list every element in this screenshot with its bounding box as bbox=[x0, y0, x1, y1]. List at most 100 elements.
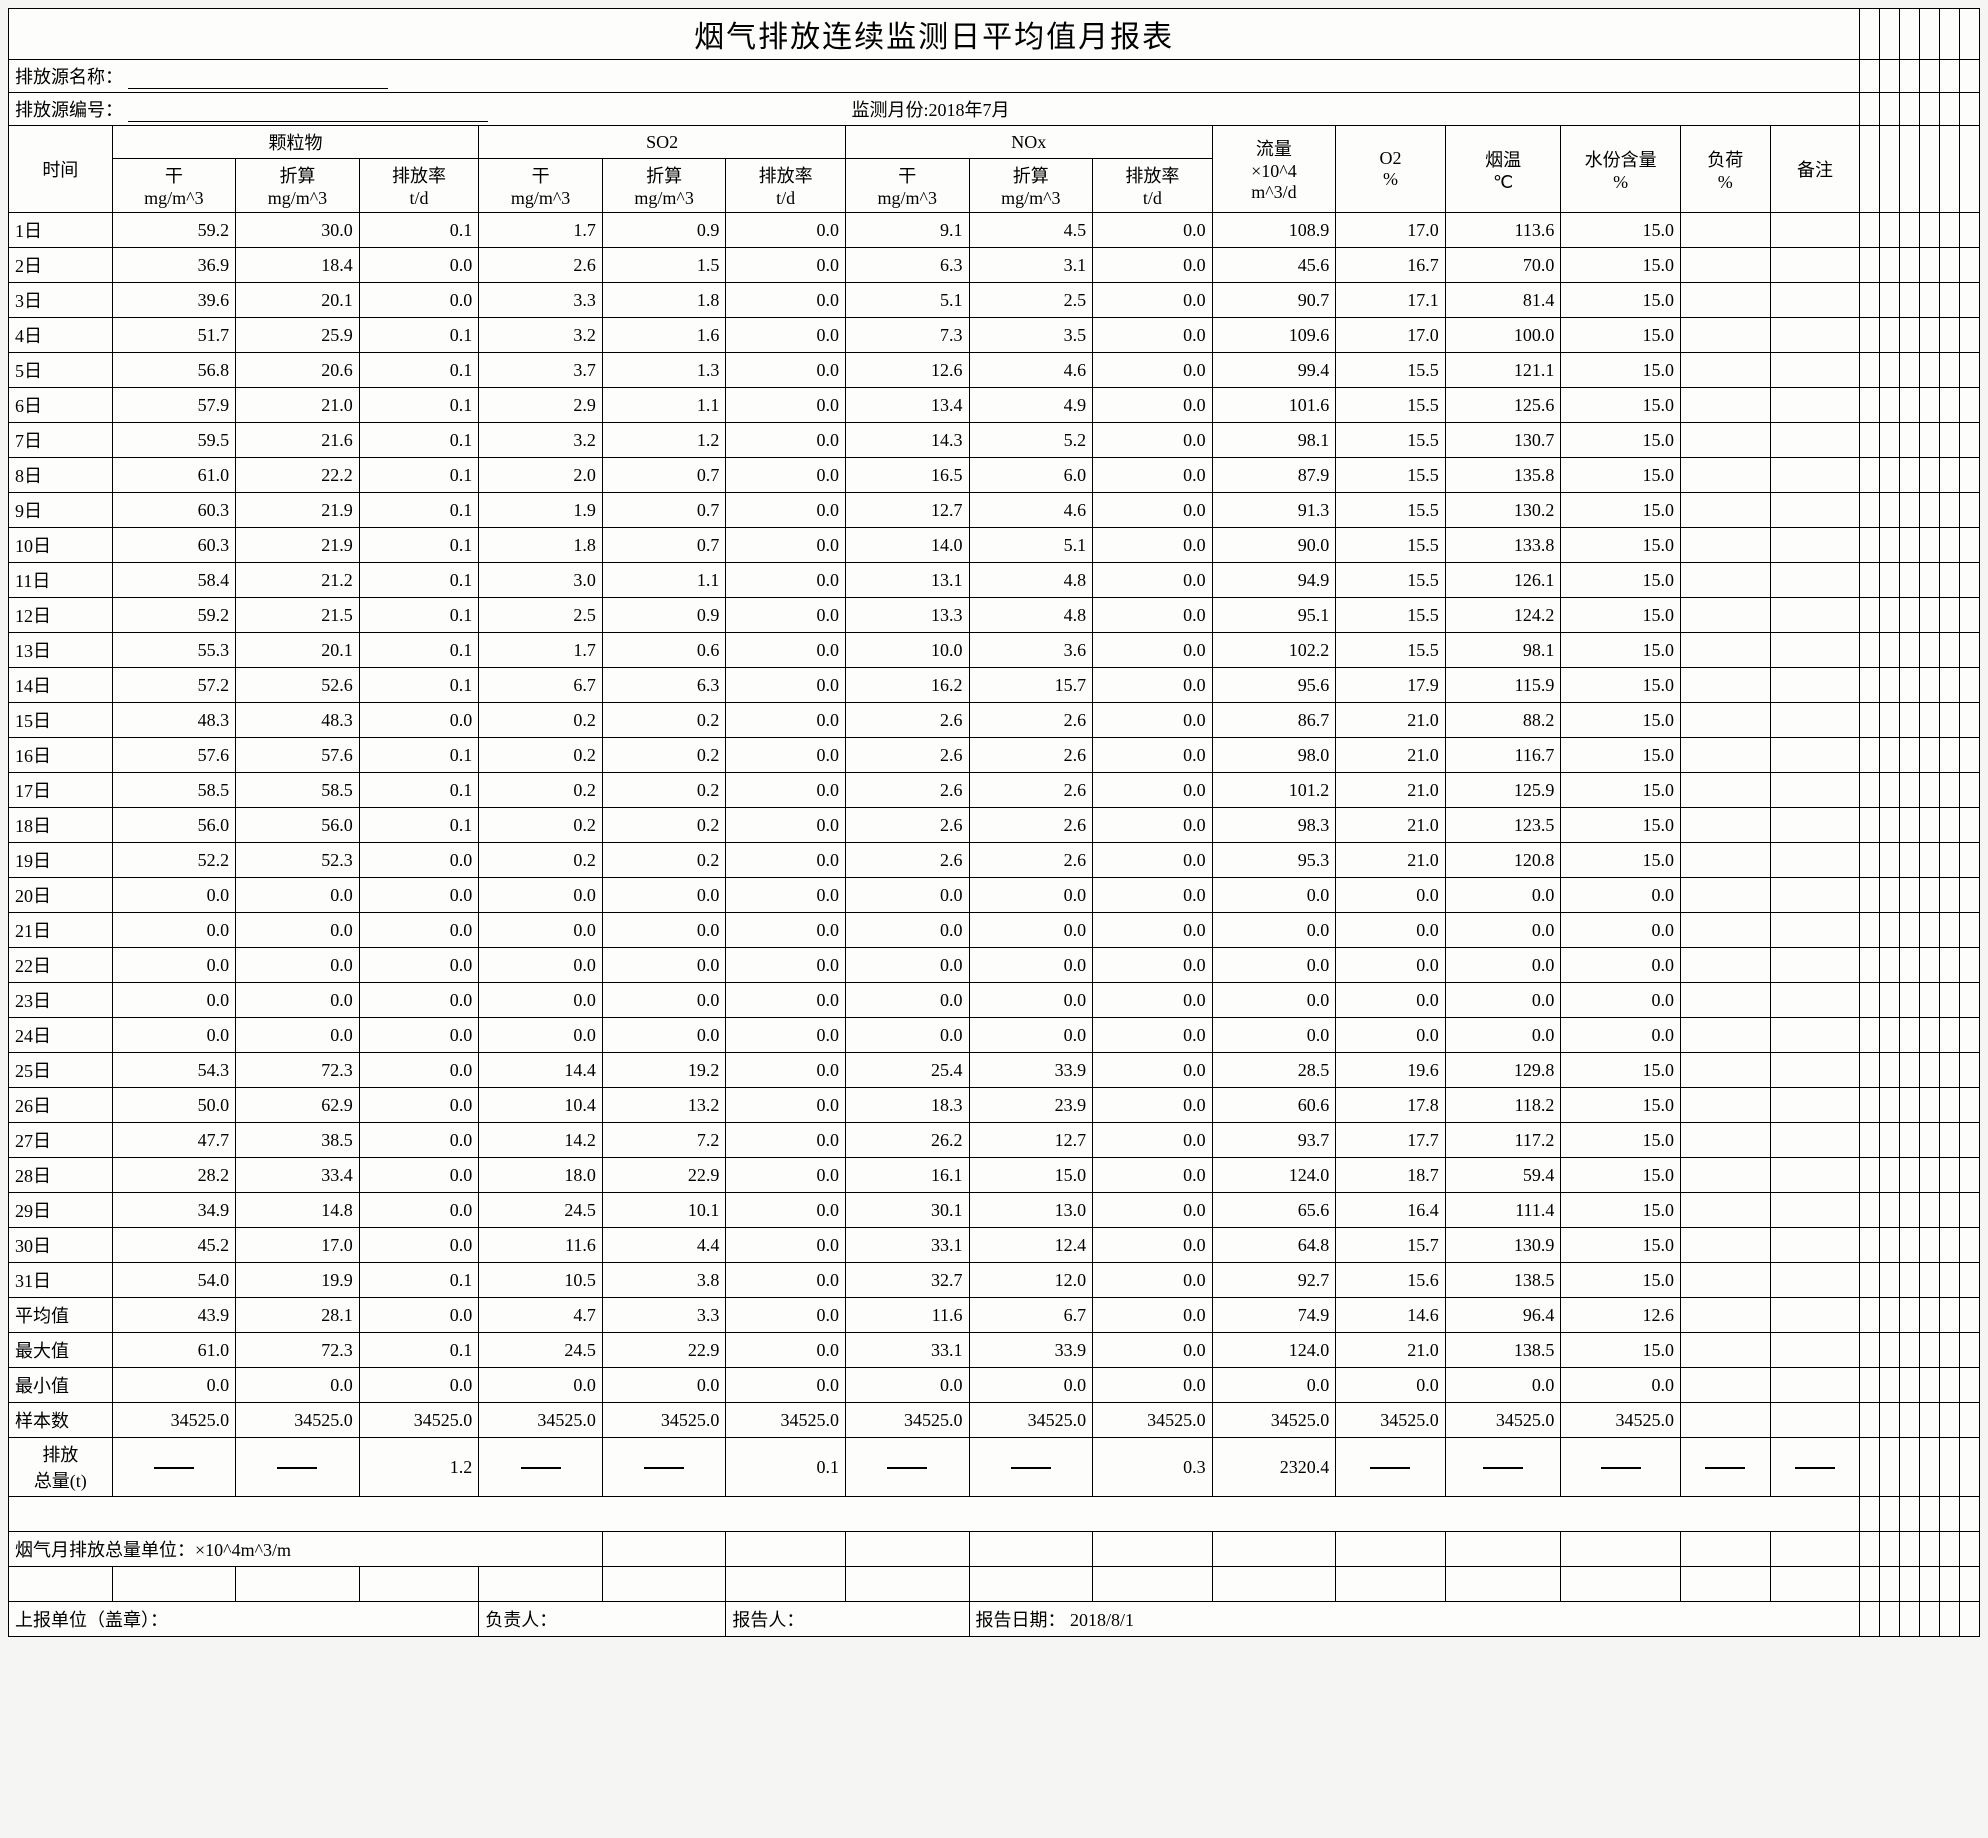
cell-value: 93.7 bbox=[1212, 1123, 1336, 1158]
dash-cell bbox=[112, 1438, 236, 1497]
cell-value: 47.7 bbox=[112, 1123, 236, 1158]
cell-value: 7.2 bbox=[602, 1123, 726, 1158]
row-label: 25日 bbox=[9, 1053, 113, 1088]
cell-value: 57.2 bbox=[112, 668, 236, 703]
cell-value: 120.8 bbox=[1445, 843, 1561, 878]
cell-value: 0.0 bbox=[1093, 948, 1213, 983]
cell-value bbox=[1680, 1018, 1770, 1053]
blank-row-2 bbox=[9, 1567, 1980, 1602]
max-row: 最大值 61.072.30.1 24.522.90.0 33.133.90.0 … bbox=[9, 1333, 1980, 1368]
cell-value bbox=[1770, 1193, 1860, 1228]
cell-value: 0.0 bbox=[1093, 213, 1213, 248]
cell-value: 2.6 bbox=[969, 703, 1093, 738]
cell-value: 0.0 bbox=[359, 1018, 479, 1053]
cell-value: 14.8 bbox=[236, 1193, 360, 1228]
dash-cell bbox=[236, 1438, 360, 1497]
cell-value: 20.1 bbox=[236, 283, 360, 318]
cell-value: 0.0 bbox=[479, 878, 603, 913]
row-label: 10日 bbox=[9, 528, 113, 563]
cell-value: 0.0 bbox=[236, 1018, 360, 1053]
cell-value: 52.2 bbox=[112, 843, 236, 878]
cell-value: 0.2 bbox=[479, 738, 603, 773]
source-no-field[interactable] bbox=[128, 101, 488, 122]
cell-value: 23.9 bbox=[969, 1088, 1093, 1123]
cell-value: 19.6 bbox=[1336, 1053, 1446, 1088]
table-row: 15日48.348.30.00.20.20.02.62.60.086.721.0… bbox=[9, 703, 1980, 738]
cell-value: 21.0 bbox=[1336, 773, 1446, 808]
table-row: 31日54.019.90.110.53.80.032.712.00.092.71… bbox=[9, 1263, 1980, 1298]
col-flow: 流量 ×10^4 m^3/d bbox=[1212, 126, 1336, 213]
cell-value: 0.0 bbox=[726, 493, 846, 528]
source-no-row: 排放源编号： 监测月份:2018年7月 bbox=[9, 93, 1980, 126]
cell-value: 0.0 bbox=[1093, 983, 1213, 1018]
row-label: 23日 bbox=[9, 983, 113, 1018]
cell-value: 12.0 bbox=[969, 1263, 1093, 1298]
cell-value: 15.0 bbox=[1561, 458, 1681, 493]
cell-value: 0.1 bbox=[359, 388, 479, 423]
cell-value bbox=[1680, 843, 1770, 878]
cell-value bbox=[1770, 983, 1860, 1018]
cell-value: 45.2 bbox=[112, 1228, 236, 1263]
cell-value: 0.0 bbox=[726, 1158, 846, 1193]
row-label: 4日 bbox=[9, 318, 113, 353]
cell-value bbox=[1680, 808, 1770, 843]
row-label: 3日 bbox=[9, 283, 113, 318]
cell-value: 33.9 bbox=[969, 1053, 1093, 1088]
cell-value: 17.8 bbox=[1336, 1088, 1446, 1123]
cell-value: 0.0 bbox=[726, 1193, 846, 1228]
cell-value: 0.0 bbox=[969, 1018, 1093, 1053]
cell-value: 115.9 bbox=[1445, 668, 1561, 703]
col-so2: SO2 bbox=[479, 126, 846, 159]
row-label: 18日 bbox=[9, 808, 113, 843]
cell-value: 0.0 bbox=[602, 983, 726, 1018]
cell-value: 0.1 bbox=[359, 318, 479, 353]
cell-value: 13.0 bbox=[969, 1193, 1093, 1228]
table-row: 3日39.620.10.03.31.80.05.12.50.090.717.18… bbox=[9, 283, 1980, 318]
cell-value: 54.0 bbox=[112, 1263, 236, 1298]
cell-value: 0.0 bbox=[726, 1263, 846, 1298]
cell-value: 15.0 bbox=[1561, 423, 1681, 458]
cell-value: 21.9 bbox=[236, 528, 360, 563]
cell-value: 21.0 bbox=[1336, 843, 1446, 878]
cell-value bbox=[1680, 213, 1770, 248]
cell-value: 2.6 bbox=[845, 808, 969, 843]
cell-value: 0.0 bbox=[1336, 1018, 1446, 1053]
cell-value: 2.6 bbox=[845, 843, 969, 878]
cell-value: 0.0 bbox=[1561, 878, 1681, 913]
cell-value: 0.0 bbox=[1093, 1053, 1213, 1088]
cell-value: 1.2 bbox=[602, 423, 726, 458]
cell-value: 1.6 bbox=[602, 318, 726, 353]
cell-value: 3.2 bbox=[479, 423, 603, 458]
cell-value: 17.1 bbox=[1336, 283, 1446, 318]
cell-value: 10.4 bbox=[479, 1088, 603, 1123]
report-date: 报告日期： 2018/8/1 bbox=[969, 1602, 1860, 1637]
cell-value: 3.5 bbox=[969, 318, 1093, 353]
cell-value: 0.0 bbox=[1093, 388, 1213, 423]
cell-value: 2.6 bbox=[845, 773, 969, 808]
cell-value: 98.1 bbox=[1212, 423, 1336, 458]
min-row: 最小值 0.00.00.0 0.00.00.0 0.00.00.0 0.00.0… bbox=[9, 1368, 1980, 1403]
source-name-field[interactable] bbox=[128, 68, 388, 89]
cell-value: 55.3 bbox=[112, 633, 236, 668]
cell-value: 0.6 bbox=[602, 633, 726, 668]
cell-value: 118.2 bbox=[1445, 1088, 1561, 1123]
row-label: 15日 bbox=[9, 703, 113, 738]
cell-value: 0.0 bbox=[969, 913, 1093, 948]
col-pm: 颗粒物 bbox=[112, 126, 479, 159]
cell-value: 125.6 bbox=[1445, 388, 1561, 423]
cell-value: 4.5 bbox=[969, 213, 1093, 248]
cell-value: 21.0 bbox=[236, 388, 360, 423]
cell-value: 0.1 bbox=[359, 598, 479, 633]
cell-value bbox=[1680, 423, 1770, 458]
cell-value: 3.2 bbox=[479, 318, 603, 353]
row-label: 26日 bbox=[9, 1088, 113, 1123]
cell-value: 59.2 bbox=[112, 598, 236, 633]
cell-value: 0.0 bbox=[1093, 913, 1213, 948]
cell-value: 0.0 bbox=[359, 1158, 479, 1193]
col-nox: NOx bbox=[845, 126, 1212, 159]
table-row: 11日58.421.20.13.01.10.013.14.80.094.915.… bbox=[9, 563, 1980, 598]
cell-value: 0.0 bbox=[726, 633, 846, 668]
cell-value: 48.3 bbox=[112, 703, 236, 738]
row-label: 16日 bbox=[9, 738, 113, 773]
cell-value: 18.4 bbox=[236, 248, 360, 283]
